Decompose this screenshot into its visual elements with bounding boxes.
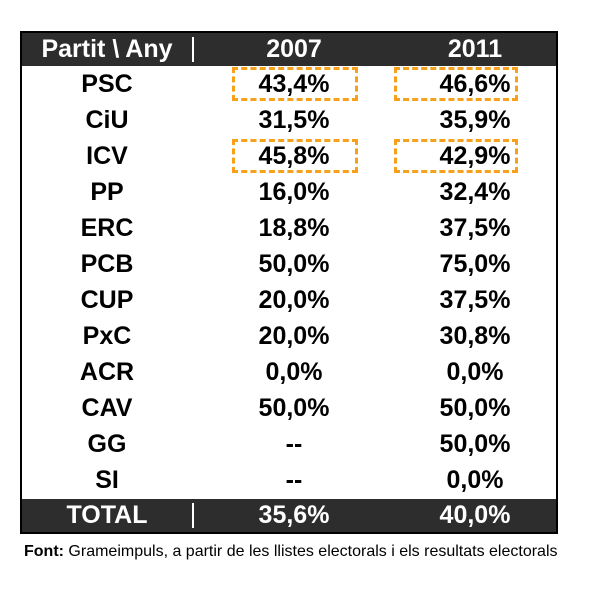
value-2007-cell: 20,0% bbox=[258, 285, 330, 314]
value-2011-cell: 50,0% bbox=[439, 393, 511, 422]
header-2011: 2011 bbox=[447, 35, 503, 63]
party-cell: GG bbox=[87, 429, 127, 458]
highlight-box-2011 bbox=[394, 139, 518, 173]
party-cell: CAV bbox=[81, 393, 133, 422]
table-row: SI -- 0,0% bbox=[22, 462, 556, 498]
total-2007: 35,6% bbox=[258, 501, 330, 529]
table-total-row: TOTAL 35,6% 40,0% bbox=[22, 499, 556, 532]
value-2011-cell: 42,9% bbox=[439, 141, 511, 170]
table-row: CAV 50,0% 50,0% bbox=[22, 390, 556, 426]
party-cell: PSC bbox=[81, 69, 133, 98]
party-cell: CUP bbox=[80, 285, 134, 314]
party-cell: ERC bbox=[80, 213, 134, 242]
results-table: Partit \ Any 2007 2011 PSC 43,4% 46,6% CiU 3… bbox=[20, 31, 558, 534]
table-row: CiU 31,5% 35,9% bbox=[22, 102, 556, 138]
party-cell: ACR bbox=[79, 357, 135, 386]
table-row: PxC 20,0% 30,8% bbox=[22, 318, 556, 354]
value-2007-cell: -- bbox=[285, 429, 303, 458]
table-row: CUP 20,0% 37,5% bbox=[22, 282, 556, 318]
value-2007-cell: 45,8% bbox=[258, 141, 330, 170]
party-cell: ICV bbox=[86, 141, 128, 170]
total-label: TOTAL bbox=[66, 501, 148, 529]
party-cell: PCB bbox=[80, 249, 134, 278]
value-2011-cell: 35,9% bbox=[439, 105, 511, 134]
header-2007: 2007 bbox=[266, 35, 322, 63]
highlight-box-2007 bbox=[232, 67, 358, 101]
highlight-box-2011 bbox=[394, 67, 518, 101]
value-2011-cell: 0,0% bbox=[446, 357, 504, 386]
value-2007-cell: 43,4% bbox=[258, 69, 330, 98]
value-2007-cell: 50,0% bbox=[258, 249, 330, 278]
value-2011-cell: 30,8% bbox=[439, 321, 511, 350]
value-2011-cell: 37,5% bbox=[439, 285, 511, 314]
value-2007-cell: 18,8% bbox=[258, 213, 330, 242]
table-row: ERC 18,8% 37,5% bbox=[22, 210, 556, 246]
table-row: PP 16,0% 32,4% bbox=[22, 174, 556, 210]
source-footnote: Font: Grameimpuls, a partir de les llist… bbox=[24, 540, 564, 563]
table-row: PSC 43,4% 46,6% bbox=[22, 66, 556, 102]
total-divider bbox=[192, 503, 194, 528]
value-2011-cell: 50,0% bbox=[439, 429, 511, 458]
value-2007-cell: 20,0% bbox=[258, 321, 330, 350]
value-2011-cell: 46,6% bbox=[439, 69, 511, 98]
value-2007-cell: 0,0% bbox=[265, 357, 323, 386]
table-row: GG -- 50,0% bbox=[22, 426, 556, 462]
value-2007-cell: 31,5% bbox=[258, 105, 330, 134]
value-2007-cell: -- bbox=[285, 465, 303, 494]
footnote-label: Font: bbox=[24, 543, 64, 560]
highlight-box-2007 bbox=[232, 139, 358, 173]
table-body: PSC 43,4% 46,6% CiU 31,5% 35,9% ICV 45,8% 42,9% P… bbox=[22, 66, 556, 499]
value-2011-cell: 75,0% bbox=[439, 249, 511, 278]
value-2007-cell: 16,0% bbox=[258, 177, 330, 206]
table-header-row: Partit \ Any 2007 2011 bbox=[22, 33, 556, 66]
party-cell: PxC bbox=[82, 321, 132, 350]
total-2011: 40,0% bbox=[439, 501, 511, 529]
value-2011-cell: 37,5% bbox=[439, 213, 511, 242]
party-cell: SI bbox=[95, 465, 119, 494]
party-cell: CiU bbox=[85, 105, 129, 134]
value-2011-cell: 32,4% bbox=[439, 177, 511, 206]
party-cell: PP bbox=[90, 177, 124, 206]
table-row: ACR 0,0% 0,0% bbox=[22, 354, 556, 390]
value-2011-cell: 0,0% bbox=[446, 465, 504, 494]
header-divider bbox=[192, 37, 194, 62]
table-row: PCB 50,0% 75,0% bbox=[22, 246, 556, 282]
table-row: ICV 45,8% 42,9% bbox=[22, 138, 556, 174]
header-party: Partit \ Any bbox=[41, 35, 173, 63]
footnote-text: Grameimpuls, a partir de les llistes ele… bbox=[63, 543, 558, 560]
value-2007-cell: 50,0% bbox=[258, 393, 330, 422]
